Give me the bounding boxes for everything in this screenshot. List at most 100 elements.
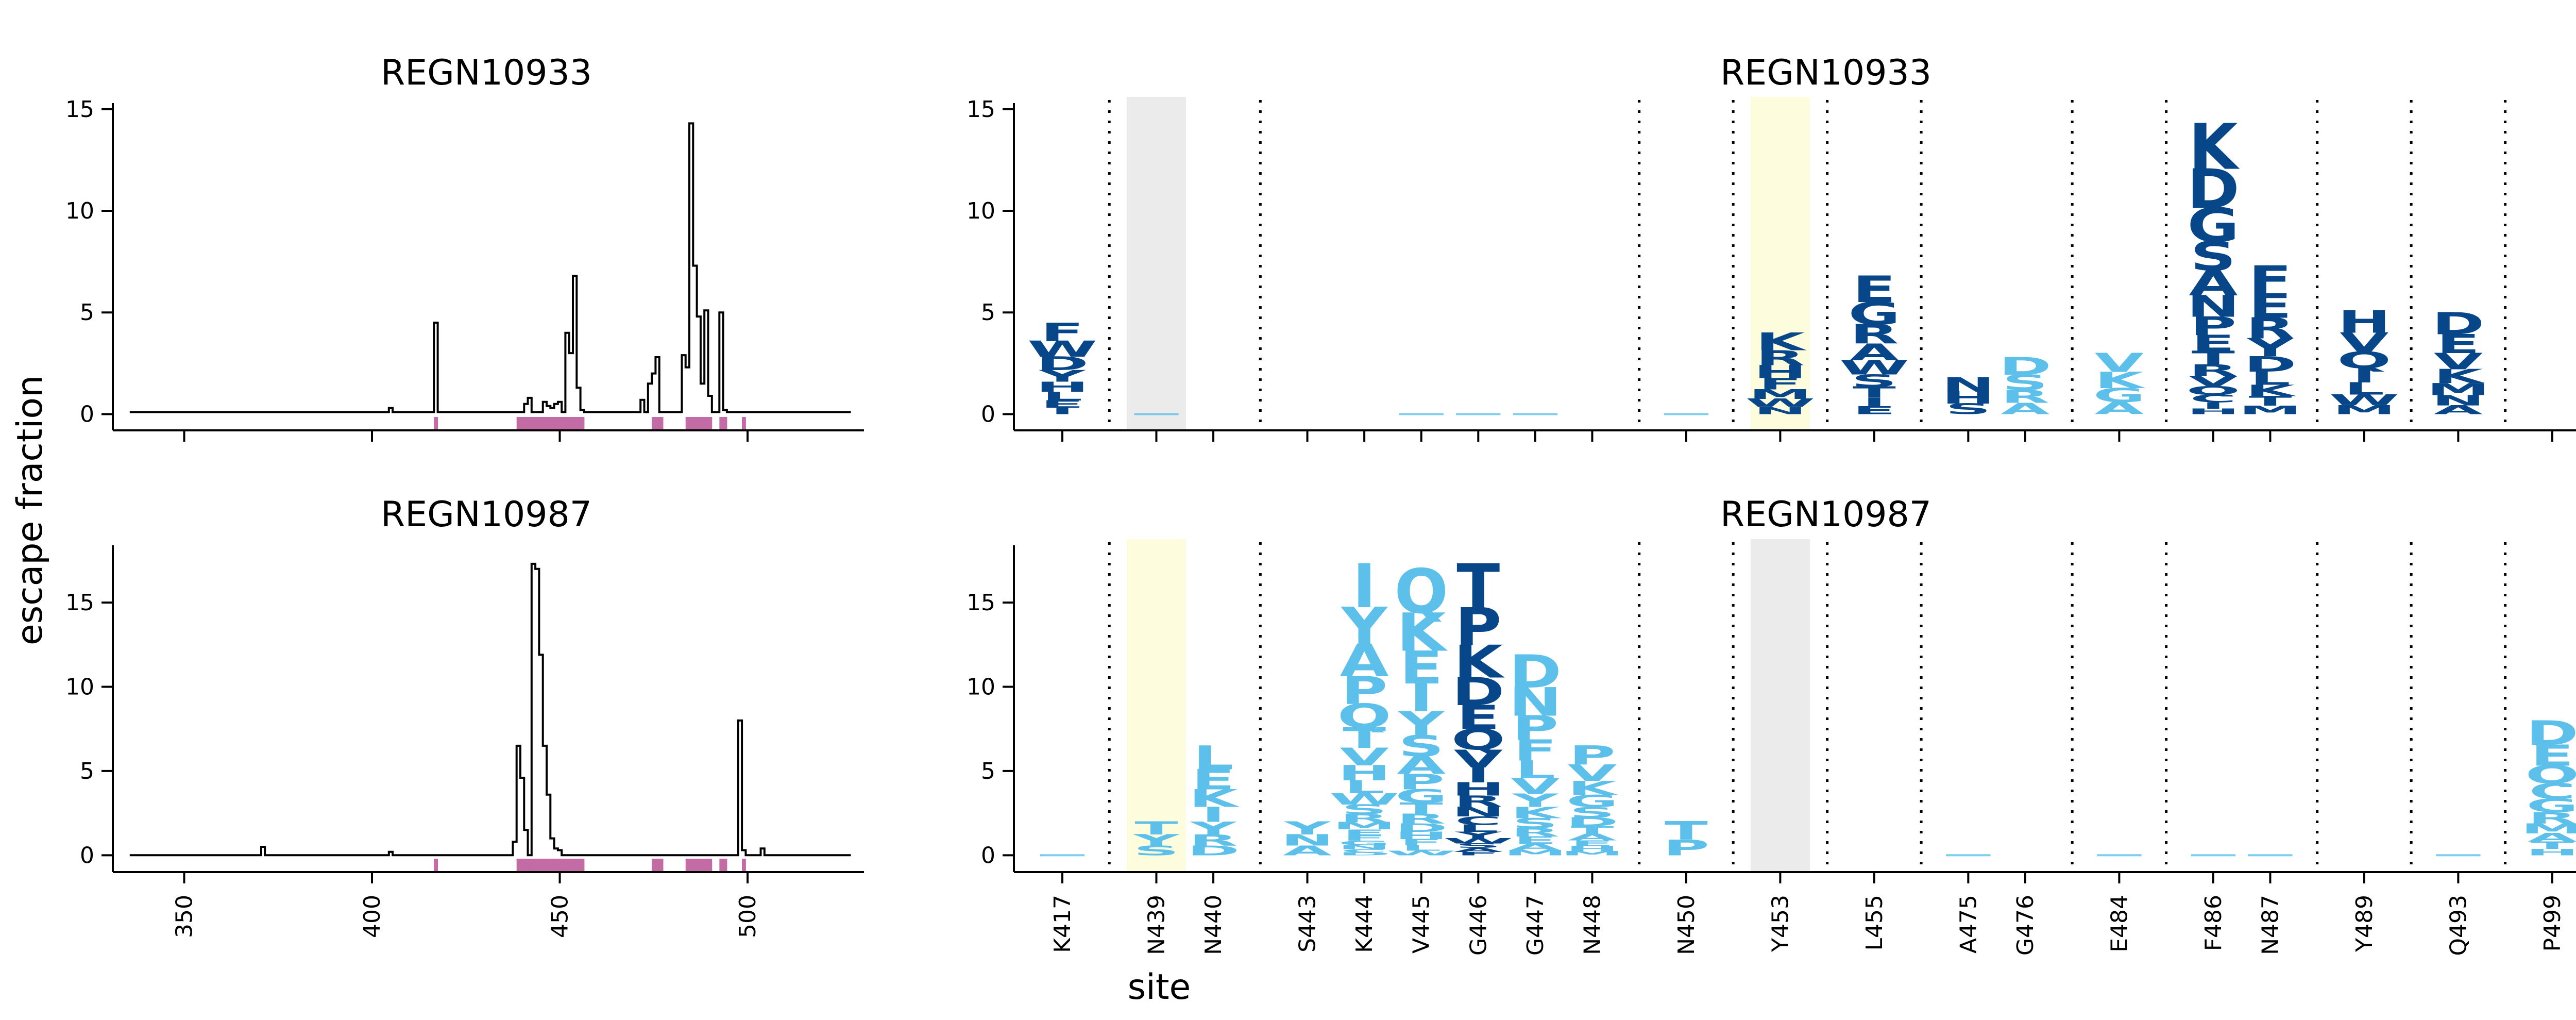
line-regn10987-xtick-label: 450	[547, 895, 573, 938]
logo-regn10987-logo-letter: G	[2526, 795, 2576, 816]
logo-regn10933-logo-letter: Y	[1039, 367, 1086, 386]
y-axis-label: escape fraction	[10, 375, 50, 645]
logo-regn10933-logo-letter: I	[1050, 406, 1074, 416]
logo-regn10987-logo-letter: H	[1338, 761, 1391, 785]
logo-regn10987-logo-letter: Y	[1454, 830, 1502, 840]
logo-regn10987-logo-letter: H	[1395, 830, 1448, 842]
logo-regn10987-logo-letter: I	[1352, 552, 1376, 622]
logo-regn10987-logo-letter: P	[1341, 668, 1387, 713]
logo-regn10987-logo-letter: R	[1511, 826, 1560, 839]
line-regn10933-site-marker	[742, 417, 746, 430]
x-axis-label: site	[1128, 967, 1191, 1008]
logo-regn10933-logo-letter: Q	[2337, 347, 2392, 374]
logo-regn10987-logo-letter: V	[1511, 774, 1560, 799]
line-regn10933-site-marker	[550, 417, 555, 430]
logo-regn10933-highlight-yellow	[1750, 97, 1810, 430]
logo-regn10987-logo-letter: Y	[1190, 818, 1238, 839]
logo-regn10987-logo-letter: A	[1397, 751, 1446, 780]
line-regn10933-site-marker	[531, 417, 536, 430]
logo-regn10933-logo-letter: D	[2432, 306, 2484, 342]
logo-regn10987-logo-letter: S	[1513, 815, 1558, 831]
logo-regn10933-logo-letter: L	[2344, 379, 2385, 399]
line-regn10987-site-marker	[723, 859, 727, 872]
line-regn10987-xtick-label: 500	[735, 895, 761, 938]
logo-regn10987-xtick-label: Q493	[2445, 895, 2471, 956]
logo-regn10987-logo-letter: S	[1398, 729, 1444, 763]
line-regn10933-ytick-label: 10	[65, 198, 94, 224]
logo-regn10987-logo-letter: L	[1344, 777, 1384, 797]
logo-regn10987-xtick-label: E484	[2106, 895, 2132, 952]
logo-regn10933-logo-letter: R	[2246, 312, 2295, 345]
line-regn10933-site-marker	[719, 417, 724, 430]
logo-regn10933-ytick-label: 15	[967, 96, 995, 123]
logo-regn10933-logo-trace	[1664, 413, 1709, 415]
logo-regn10987-logo-letter: T	[1570, 824, 1614, 837]
logo-regn10987-logo-letter: T	[1134, 818, 1178, 839]
logo-regn10987-logo-letter: M	[1561, 850, 1624, 857]
logo-regn10933-logo-letter: K	[2189, 110, 2240, 184]
line-regn10987-site-marker	[689, 859, 693, 872]
logo-regn10987-logo-letter: E	[2531, 739, 2574, 773]
logo-regn10987-logo-letter: K	[1454, 636, 1505, 688]
logo-regn10987-xtick-label: Y489	[2351, 895, 2378, 952]
logo-regn10933-logo-letter: A	[2095, 399, 2144, 419]
logo-regn10987-logo-letter: Y	[1398, 705, 1446, 744]
logo-regn10933-logo-letter: A	[2434, 403, 2483, 417]
line-regn10933-ytick-label: 5	[80, 299, 94, 326]
line-regn10933-site-marker	[535, 417, 539, 430]
logo-regn10987-logo-trace	[2248, 854, 2293, 857]
logo-regn10987-logo-letter: V	[1340, 743, 1388, 771]
logo-regn10987-logo-letter: Q	[1394, 556, 1448, 627]
logo-regn10987-logo-letter: N	[1338, 844, 1391, 850]
logo-regn10933-logo-letter: M	[2333, 403, 2396, 417]
logo-regn10987-xtick-label: K417	[1049, 895, 1076, 953]
logo-regn10987-logo-letter: M	[2521, 821, 2576, 837]
line-regn10933-site-marker	[543, 417, 547, 430]
logo-regn10987-logo-letter: P	[1398, 770, 1445, 794]
logo-regn10933-logo-trace	[1134, 413, 1179, 415]
line-regn10987-site-marker	[577, 859, 581, 872]
line-regn10933-site-marker	[693, 417, 698, 430]
logo-regn10987-logo-letter: E	[1456, 699, 1500, 738]
line-regn10933-site-marker	[565, 417, 570, 430]
logo-regn10933-logo-letter: R	[1756, 346, 1805, 370]
line-regn10987-site-marker	[652, 859, 656, 872]
line-regn10933-site-marker	[700, 417, 705, 430]
line-regn10933-site-marker	[520, 417, 524, 430]
logo-regn10987-logo-letter: E	[1400, 642, 1443, 694]
logo-regn10933-logo-letter: D	[2244, 352, 2296, 377]
logo-regn10987-xtick-label: L455	[1861, 895, 1888, 951]
line-regn10933-ytick-label: 0	[80, 401, 94, 427]
line-regn10987-site-marker	[516, 859, 521, 872]
line-regn10987-site-marker	[535, 859, 539, 872]
logo-regn10987-logo-letter: W	[1329, 790, 1399, 808]
logo-regn10987-logo-letter: N	[1509, 680, 1562, 725]
logo-regn10987-logo-letter: E	[1570, 839, 1614, 848]
line-regn10987-site-marker	[543, 859, 547, 872]
logo-regn10933-logo-letter: Y	[2247, 333, 2294, 362]
line-regn10987-site-marker	[565, 859, 570, 872]
title-regn10933-line: REGN10933	[381, 53, 592, 93]
logo-regn10987-logo-letter: H	[1452, 779, 1505, 800]
line-regn10933-site-marker	[434, 417, 438, 430]
line-regn10933-site-marker	[516, 417, 521, 430]
logo-regn10933-logo-letter: R	[2001, 387, 2049, 408]
logo-regn10987-xtick-label: P499	[2539, 895, 2566, 952]
logo-regn10987-logo-letter: D	[1509, 646, 1562, 698]
line-regn10987-ytick-label: 15	[65, 590, 94, 616]
logo-regn10933-logo-letter: E	[1853, 404, 1896, 416]
logo-regn10987-logo-letter: D	[2526, 714, 2576, 753]
logo-regn10933-logo-trace	[1399, 413, 1444, 415]
logo-regn10987-logo-trace	[1040, 854, 1085, 857]
line-regn10987-xtick-label: 350	[172, 895, 198, 938]
logo-regn10933-logo-letter: G	[2093, 384, 2145, 407]
logo-regn10933-logo-letter: V	[2189, 373, 2238, 390]
logo-regn10933-logo-letter: E	[1041, 398, 1084, 410]
logo-regn10987-logo-letter: A	[1283, 843, 1332, 858]
logo-regn10933-logo-letter: S	[2191, 233, 2236, 280]
line-regn10987-series-line	[129, 562, 851, 857]
logo-regn10933-logo-letter: F	[1041, 317, 1084, 347]
logo-regn10933-logo-letter: K	[2434, 365, 2485, 388]
logo-regn10987-xtick-label: A475	[1955, 895, 1981, 954]
